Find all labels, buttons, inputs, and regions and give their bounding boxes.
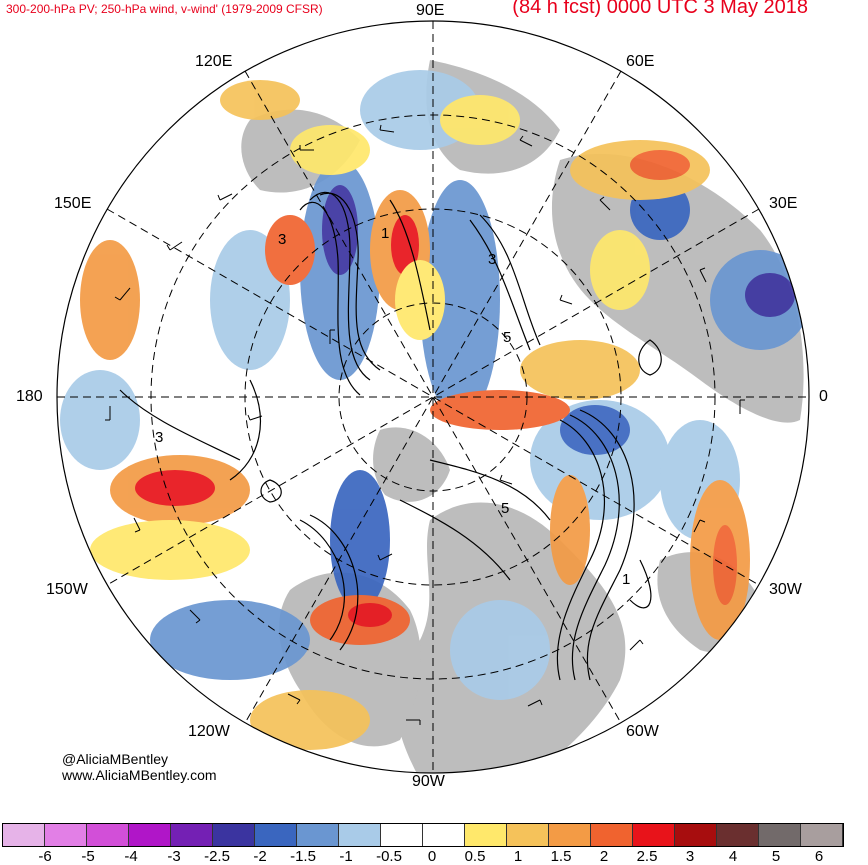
colorbar-tick-label: -1 (339, 848, 353, 865)
colorbar-swatch (381, 824, 423, 846)
colorbar-tick-label: 0 (427, 848, 437, 865)
colorbar-swatch (45, 824, 87, 846)
colorbar-tick-label: -6 (38, 848, 52, 865)
map-boundary (56, 20, 810, 774)
credit-handle: @AliciaMBentley (62, 751, 169, 767)
colorbar-swatch (423, 824, 465, 846)
map-subtitle: 300-200-hPa PV; 250-hPa wind, v-wind' (1… (6, 2, 323, 16)
colorbar-tick-label: -3 (167, 848, 181, 865)
colorbar-tick-label: 1.5 (550, 848, 572, 865)
colorbar-swatch (213, 824, 255, 846)
lon-label-30e: 30E (769, 195, 798, 212)
lon-label-150e: 150E (54, 195, 92, 212)
lon-label-0: 0 (819, 388, 828, 405)
colorbar-tick-label: 3 (685, 848, 695, 865)
colorbar-tick-label: -2 (253, 848, 267, 865)
lon-label-30w: 30W (769, 581, 802, 598)
wind-barbs (105, 124, 745, 725)
colorbar-swatch (129, 824, 171, 846)
credit-website: www.AliciaMBentley.com (62, 767, 217, 783)
lon-label-90e: 90E (416, 2, 445, 19)
colorbar-swatch (675, 824, 717, 846)
colorbar-swatch (591, 824, 633, 846)
colorbar-tick-label: 0.5 (464, 848, 486, 865)
lon-label-90w: 90W (412, 773, 445, 790)
colorbar (2, 823, 844, 847)
colorbar-tick-label: 2 (599, 848, 609, 865)
colorbar-tick-label: -5 (81, 848, 95, 865)
colorbar-tick-label: -0.5 (376, 848, 402, 865)
polar-map: 3 1 3 5 3 5 1 (56, 20, 810, 774)
colorbar-swatch (87, 824, 129, 846)
colorbar-tick-label: 5 (771, 848, 781, 865)
colorbar-tick-label: -4 (124, 848, 138, 865)
colorbar-tick-label: -2.5 (204, 848, 230, 865)
colorbar-swatch (759, 824, 801, 846)
colorbar-swatch (339, 824, 381, 846)
colorbar-swatch (255, 824, 297, 846)
colorbar-ticks: -6 -5 -4 -3 -2.5 -2 -1.5 -1 -0.5 0 0.5 1 1.5 2 2.5 3 4 5 6 (0, 848, 868, 865)
lon-label-180: 180 (16, 388, 43, 405)
colorbar-swatch (297, 824, 339, 846)
contour-label: 3 (278, 231, 286, 248)
forecast-time-title: (84 h fcst) 0000 UTC 3 May 2018 (512, 0, 808, 18)
contour-label: 5 (503, 329, 511, 346)
colorbar-tick-label: 2.5 (636, 848, 658, 865)
lon-label-60e: 60E (626, 53, 655, 70)
colorbar-tick-label: 1 (513, 848, 523, 865)
pv-contours (119, 191, 662, 681)
colorbar-swatch (801, 824, 843, 846)
colorbar-tick-label: 6 (814, 848, 824, 865)
colorbar-swatch (717, 824, 759, 846)
lon-label-150w: 150W (46, 581, 88, 598)
colorbar-tick-label: -1.5 (290, 848, 316, 865)
lon-label-60w: 60W (626, 723, 659, 740)
colorbar-swatch (549, 824, 591, 846)
colorbar-swatch (171, 824, 213, 846)
colorbar-tick-label: 4 (728, 848, 738, 865)
lon-label-120w: 120W (188, 723, 230, 740)
contour-label: 5 (501, 500, 509, 517)
colorbar-swatch (465, 824, 507, 846)
colorbar-swatch (3, 824, 45, 846)
lon-label-120e: 120E (195, 53, 233, 70)
colorbar-swatch (633, 824, 675, 846)
contour-label: 3 (155, 429, 163, 446)
contour-label: 1 (381, 225, 389, 242)
contour-label: 1 (622, 571, 630, 588)
contour-label: 3 (488, 251, 496, 268)
anomaly-fill (60, 70, 809, 750)
graticule (57, 21, 809, 773)
colorbar-swatch (507, 824, 549, 846)
